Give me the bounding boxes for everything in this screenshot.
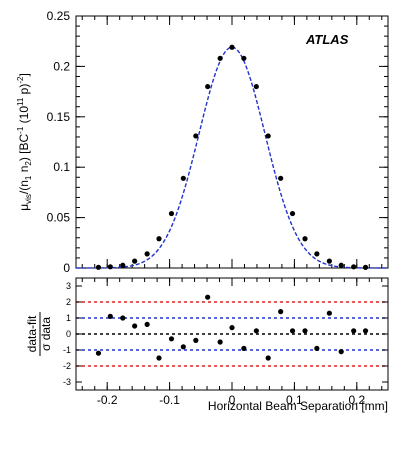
data-point — [193, 133, 199, 139]
main-y-tick-label: 0.15 — [47, 110, 71, 124]
residual-point — [289, 328, 296, 334]
main-y-tick-label: 0.25 — [47, 9, 71, 23]
data-point — [362, 264, 369, 270]
residual-y-axis-title: data-fit σ data — [25, 312, 53, 356]
main-axis-ticks: 0 0.05 0.1 0.15 0.2 0.25 — [47, 9, 388, 275]
residual-point — [132, 323, 138, 329]
main-y-tick-label: 0 — [63, 261, 70, 275]
residual-point — [120, 315, 126, 321]
residual-point — [180, 344, 186, 350]
fit-curve — [76, 46, 388, 269]
data-point — [338, 262, 344, 268]
residual-point — [362, 328, 369, 334]
x-tick-label: 0.2 — [348, 393, 365, 407]
residual-point — [351, 328, 357, 334]
data-point — [205, 83, 211, 90]
data-point — [156, 236, 162, 242]
data-point — [314, 251, 320, 257]
x-tick-label: 0 — [229, 393, 236, 407]
residual-point — [265, 355, 271, 361]
residual-point — [338, 349, 344, 355]
atlas-label: ATLAS — [305, 32, 349, 47]
data-point — [144, 251, 150, 257]
data-point — [326, 258, 332, 264]
main-y-axis-title: μvis/(n1 n2) [BC-1 (1011 p)-2] — [16, 73, 33, 211]
data-point — [351, 264, 357, 270]
data-point — [253, 83, 259, 90]
data-point — [278, 175, 284, 181]
residual-point — [241, 345, 247, 351]
x-tick-label: 0.1 — [286, 393, 303, 407]
residual-point — [193, 337, 199, 343]
data-point — [120, 262, 126, 268]
data-point — [95, 264, 102, 270]
residual-point — [229, 325, 235, 331]
data-point — [132, 258, 138, 264]
x-tick-label: -0.2 — [97, 393, 118, 407]
residual-point — [144, 321, 150, 327]
residual-point — [217, 339, 223, 345]
residual-y-tick-label: -2 — [63, 361, 71, 371]
data-point — [265, 133, 271, 139]
residual-point — [156, 355, 162, 361]
residual-point — [302, 328, 308, 334]
main-y-tick-label: 0.1 — [53, 160, 70, 174]
main-y-tick-label: 0.2 — [53, 59, 70, 73]
data-point — [289, 210, 296, 217]
residual-y-tick-label: 0 — [66, 329, 71, 339]
residual-reference-lines — [76, 301, 388, 367]
data-point — [229, 44, 235, 50]
data-point — [168, 210, 175, 217]
residual-axis-ticks: -3 -2 -1 0 1 2 3 -0.2 -0.1 0 0.1 0.2 — [63, 278, 388, 407]
residual-point — [205, 294, 211, 300]
residual-point — [314, 345, 320, 351]
main-data-points — [95, 44, 369, 270]
main-plot-frame — [75, 15, 389, 269]
x-axis-title: Horizontal Beam Separation [mm] — [208, 399, 388, 413]
residual-y-title-numerator: data-fit — [25, 315, 39, 352]
data-point — [241, 55, 247, 61]
data-point — [302, 236, 308, 242]
residual-y-tick-label: 2 — [66, 297, 71, 307]
data-point — [217, 55, 223, 61]
data-point — [107, 264, 113, 270]
x-tick-label: -0.1 — [159, 393, 180, 407]
residual-point — [326, 310, 332, 316]
main-fit-layer — [76, 46, 388, 269]
residual-y-tick-label: 1 — [66, 313, 71, 323]
residual-y-tick-label: -1 — [63, 345, 71, 355]
residual-y-title-denominator: σ data — [39, 317, 53, 351]
residual-y-tick-label: 3 — [66, 281, 71, 291]
residual-point — [278, 309, 284, 315]
main-y-tick-label: 0.05 — [47, 211, 71, 225]
data-point — [180, 175, 186, 181]
residual-y-tick-label: -3 — [63, 377, 71, 387]
residual-point — [107, 313, 113, 319]
residual-point — [168, 336, 175, 342]
residual-data-points — [95, 294, 369, 361]
residual-point — [253, 328, 259, 334]
residual-point — [95, 350, 102, 356]
